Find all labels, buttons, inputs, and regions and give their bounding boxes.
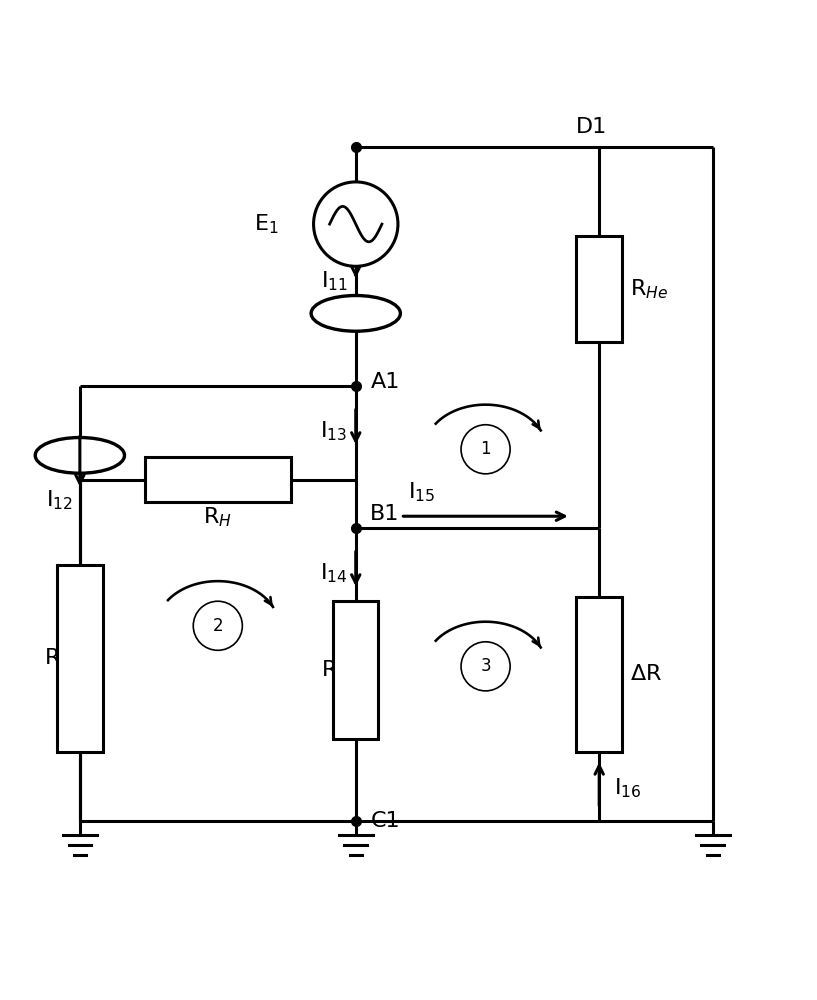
Text: I$_{15}$: I$_{15}$ xyxy=(408,480,435,504)
Text: R$_H$: R$_H$ xyxy=(203,506,232,529)
Bar xyxy=(57,565,103,752)
Text: B1: B1 xyxy=(370,504,400,524)
Text: D1: D1 xyxy=(575,117,607,137)
Bar xyxy=(577,236,622,342)
Text: I$_{14}$: I$_{14}$ xyxy=(320,561,348,585)
Text: 1: 1 xyxy=(480,440,491,458)
Text: E$_1$: E$_1$ xyxy=(254,212,279,236)
Bar xyxy=(577,597,622,752)
Text: $\Delta$R: $\Delta$R xyxy=(630,664,662,684)
Text: R$_E$: R$_E$ xyxy=(44,646,72,670)
Text: I$_{16}$: I$_{16}$ xyxy=(614,776,641,800)
Text: 3: 3 xyxy=(480,657,491,675)
Bar xyxy=(333,601,378,739)
Text: A1: A1 xyxy=(370,372,400,392)
Text: I$_{12}$: I$_{12}$ xyxy=(47,488,74,512)
Text: C1: C1 xyxy=(370,811,400,831)
Text: 2: 2 xyxy=(212,617,223,635)
Text: I$_{13}$: I$_{13}$ xyxy=(320,419,348,443)
Text: R$_{He}$: R$_{He}$ xyxy=(630,277,668,301)
Text: I$_{11}$: I$_{11}$ xyxy=(320,269,348,293)
Bar xyxy=(145,457,291,502)
Text: R$_e$: R$_e$ xyxy=(321,659,348,682)
